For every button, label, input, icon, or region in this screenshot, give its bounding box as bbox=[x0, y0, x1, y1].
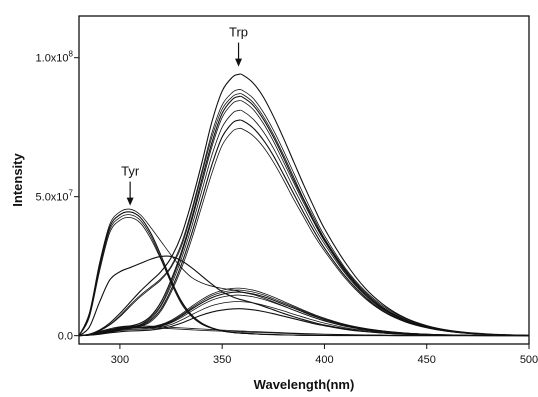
peak-label: Tyr bbox=[121, 164, 140, 179]
y-axis-title: Intensity bbox=[10, 153, 25, 207]
x-tick-label: 500 bbox=[520, 354, 538, 366]
peak-label: Trp bbox=[229, 25, 248, 40]
arrow-down-icon bbox=[235, 58, 243, 67]
peak-annotations: Tyr Trp bbox=[121, 25, 248, 206]
series-line bbox=[78, 127, 530, 337]
series-line bbox=[78, 119, 530, 337]
series-line bbox=[78, 294, 530, 337]
x-axis-title: Wavelength(nm) bbox=[254, 377, 355, 392]
arrow-down-icon bbox=[126, 197, 134, 206]
y-tick-label: 5.0x107 bbox=[36, 189, 74, 204]
x-tick-label: 350 bbox=[213, 354, 231, 366]
y-axis: 0.0 5.0x107 1.0x108 bbox=[36, 50, 79, 343]
x-tick-label: 300 bbox=[111, 354, 129, 366]
peak-annotation: Trp bbox=[229, 25, 248, 67]
y-tick-label: 1.0x108 bbox=[36, 50, 74, 65]
series-line bbox=[78, 109, 530, 337]
series-line bbox=[78, 95, 530, 337]
series-curves bbox=[78, 73, 530, 337]
series-line bbox=[78, 326, 530, 337]
series-line bbox=[78, 308, 530, 337]
series-line bbox=[78, 100, 530, 337]
series-line bbox=[78, 73, 530, 337]
x-axis: 300 350 400 450 500 bbox=[111, 344, 538, 366]
x-tick-label: 400 bbox=[315, 354, 333, 366]
plot-area-frame bbox=[78, 15, 530, 345]
peak-annotation: Tyr bbox=[121, 164, 140, 206]
series-line bbox=[78, 93, 530, 337]
y-tick-label: 0.0 bbox=[58, 331, 73, 343]
series-line bbox=[78, 89, 530, 337]
x-tick-label: 450 bbox=[418, 354, 436, 366]
series-line bbox=[78, 217, 530, 337]
